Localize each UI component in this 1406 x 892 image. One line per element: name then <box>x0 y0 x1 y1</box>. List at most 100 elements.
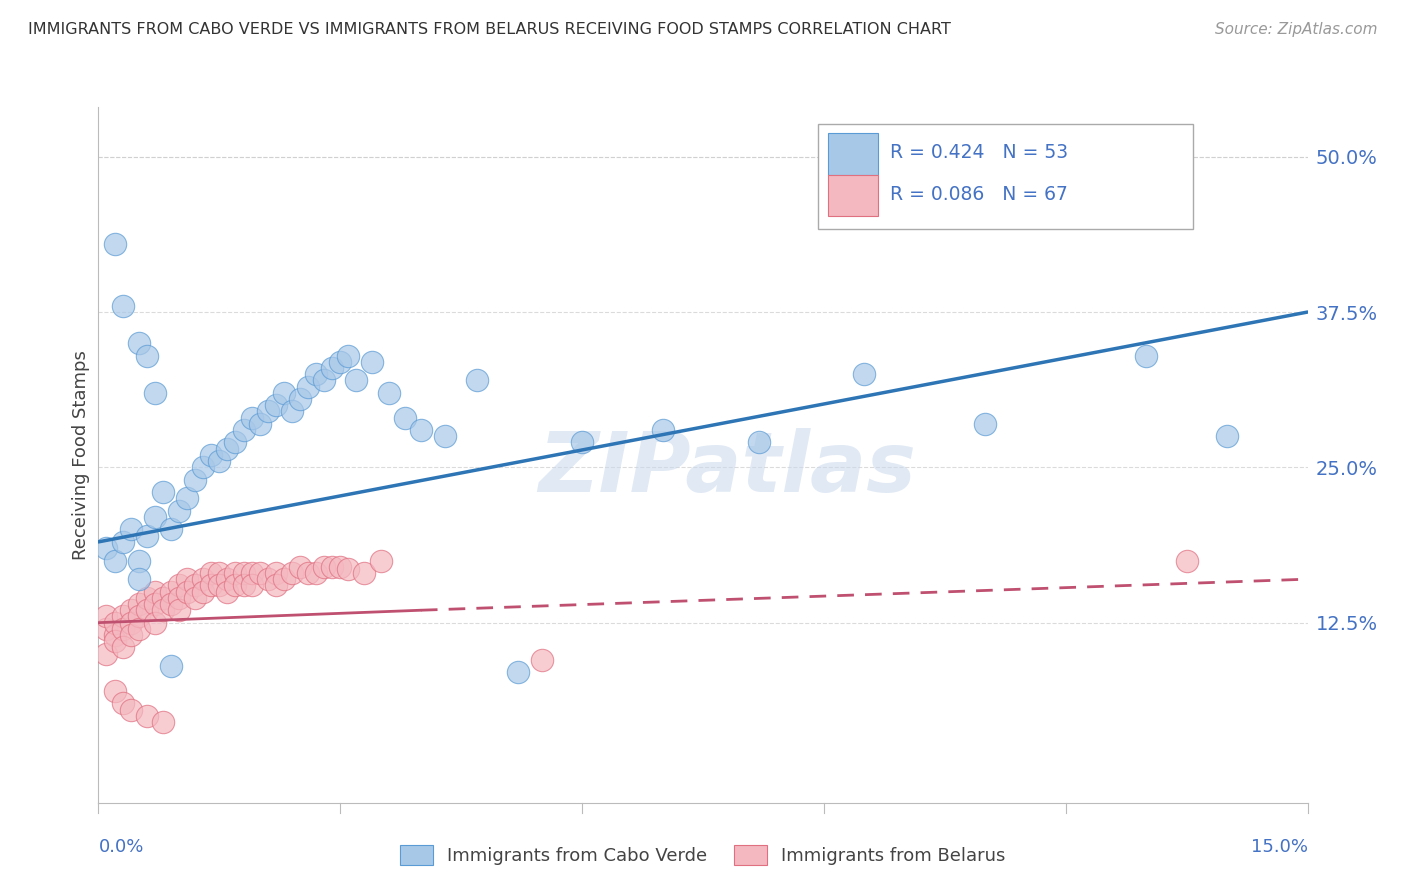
Immigrants from Belarus <box>120 628 142 642</box>
Immigrants from Belarus <box>370 553 392 567</box>
Immigrants from Belarus <box>353 566 375 580</box>
Text: R = 0.424   N = 53: R = 0.424 N = 53 <box>890 143 1069 161</box>
Immigrants from Cabo Verde <box>217 442 239 456</box>
Immigrants from Cabo Verde <box>748 435 770 450</box>
Immigrants from Cabo Verde <box>321 361 343 376</box>
Immigrants from Belarus <box>329 559 352 574</box>
Immigrants from Cabo Verde <box>651 423 673 437</box>
Immigrants from Belarus <box>152 591 174 605</box>
Immigrants from Cabo Verde <box>184 473 207 487</box>
Immigrants from Cabo Verde <box>96 541 118 555</box>
Immigrants from Cabo Verde <box>329 355 352 369</box>
Y-axis label: Receiving Food Stamps: Receiving Food Stamps <box>72 350 90 560</box>
Immigrants from Belarus <box>96 609 118 624</box>
Immigrants from Belarus <box>103 684 125 698</box>
Text: 0.0%: 0.0% <box>98 838 143 855</box>
Immigrants from Belarus <box>200 578 222 592</box>
Immigrants from Belarus <box>143 584 166 599</box>
Immigrants from Cabo Verde <box>103 236 125 251</box>
Text: 15.0%: 15.0% <box>1250 838 1308 855</box>
Immigrants from Cabo Verde <box>465 373 488 387</box>
Immigrants from Belarus <box>167 591 190 605</box>
Text: R = 0.086   N = 67: R = 0.086 N = 67 <box>890 185 1069 203</box>
Immigrants from Cabo Verde <box>314 373 336 387</box>
Immigrants from Cabo Verde <box>256 404 278 418</box>
Immigrants from Cabo Verde <box>305 367 328 381</box>
FancyBboxPatch shape <box>818 124 1192 229</box>
Immigrants from Belarus <box>167 603 190 617</box>
Immigrants from Cabo Verde <box>176 491 198 506</box>
Immigrants from Cabo Verde <box>506 665 529 680</box>
Immigrants from Cabo Verde <box>853 367 876 381</box>
Immigrants from Belarus <box>152 603 174 617</box>
Immigrants from Cabo Verde <box>128 572 150 586</box>
Immigrants from Belarus <box>96 622 118 636</box>
Immigrants from Belarus <box>281 566 304 580</box>
Immigrants from Belarus <box>240 566 263 580</box>
Immigrants from Cabo Verde <box>200 448 222 462</box>
Immigrants from Belarus <box>96 647 118 661</box>
FancyBboxPatch shape <box>828 175 879 216</box>
Immigrants from Cabo Verde <box>143 385 166 400</box>
Immigrants from Belarus <box>167 578 190 592</box>
Immigrants from Cabo Verde <box>128 553 150 567</box>
Immigrants from Cabo Verde <box>571 435 593 450</box>
Immigrants from Belarus <box>152 714 174 729</box>
Immigrants from Belarus <box>232 566 254 580</box>
Immigrants from Cabo Verde <box>377 385 399 400</box>
Immigrants from Belarus <box>128 622 150 636</box>
Immigrants from Cabo Verde <box>120 523 142 537</box>
Immigrants from Cabo Verde <box>111 299 134 313</box>
FancyBboxPatch shape <box>828 134 879 175</box>
Immigrants from Cabo Verde <box>273 385 295 400</box>
Immigrants from Cabo Verde <box>128 336 150 351</box>
Immigrants from Cabo Verde <box>1135 349 1157 363</box>
Immigrants from Belarus <box>256 572 278 586</box>
Immigrants from Belarus <box>208 578 231 592</box>
Immigrants from Cabo Verde <box>193 460 215 475</box>
Immigrants from Cabo Verde <box>224 435 246 450</box>
Immigrants from Belarus <box>224 566 246 580</box>
Immigrants from Cabo Verde <box>434 429 457 443</box>
Immigrants from Belarus <box>103 634 125 648</box>
Immigrants from Belarus <box>111 609 134 624</box>
Immigrants from Cabo Verde <box>344 373 367 387</box>
Immigrants from Cabo Verde <box>394 410 416 425</box>
Immigrants from Cabo Verde <box>232 423 254 437</box>
Immigrants from Belarus <box>160 597 183 611</box>
Legend: Immigrants from Cabo Verde, Immigrants from Belarus: Immigrants from Cabo Verde, Immigrants f… <box>394 838 1012 872</box>
Immigrants from Cabo Verde <box>135 529 157 543</box>
Immigrants from Cabo Verde <box>337 349 360 363</box>
Immigrants from Belarus <box>240 578 263 592</box>
Immigrants from Belarus <box>217 572 239 586</box>
Immigrants from Belarus <box>128 597 150 611</box>
Immigrants from Belarus <box>193 572 215 586</box>
Immigrants from Belarus <box>160 584 183 599</box>
Immigrants from Belarus <box>111 622 134 636</box>
Immigrants from Cabo Verde <box>111 534 134 549</box>
Immigrants from Belarus <box>103 615 125 630</box>
Immigrants from Belarus <box>176 584 198 599</box>
Immigrants from Belarus <box>143 597 166 611</box>
Immigrants from Cabo Verde <box>264 398 287 412</box>
Immigrants from Belarus <box>314 559 336 574</box>
Immigrants from Belarus <box>305 566 328 580</box>
Immigrants from Belarus <box>200 566 222 580</box>
Immigrants from Belarus <box>111 640 134 655</box>
Immigrants from Cabo Verde <box>249 417 271 431</box>
Immigrants from Belarus <box>264 566 287 580</box>
Immigrants from Belarus <box>135 603 157 617</box>
Immigrants from Belarus <box>264 578 287 592</box>
Text: Source: ZipAtlas.com: Source: ZipAtlas.com <box>1215 22 1378 37</box>
Immigrants from Belarus <box>176 572 198 586</box>
Immigrants from Cabo Verde <box>208 454 231 468</box>
Immigrants from Belarus <box>120 703 142 717</box>
Immigrants from Cabo Verde <box>288 392 311 406</box>
Immigrants from Belarus <box>530 653 553 667</box>
Immigrants from Cabo Verde <box>240 410 263 425</box>
Immigrants from Cabo Verde <box>160 523 183 537</box>
Immigrants from Cabo Verde <box>281 404 304 418</box>
Immigrants from Cabo Verde <box>297 379 319 393</box>
Immigrants from Belarus <box>321 559 343 574</box>
Immigrants from Cabo Verde <box>152 485 174 500</box>
